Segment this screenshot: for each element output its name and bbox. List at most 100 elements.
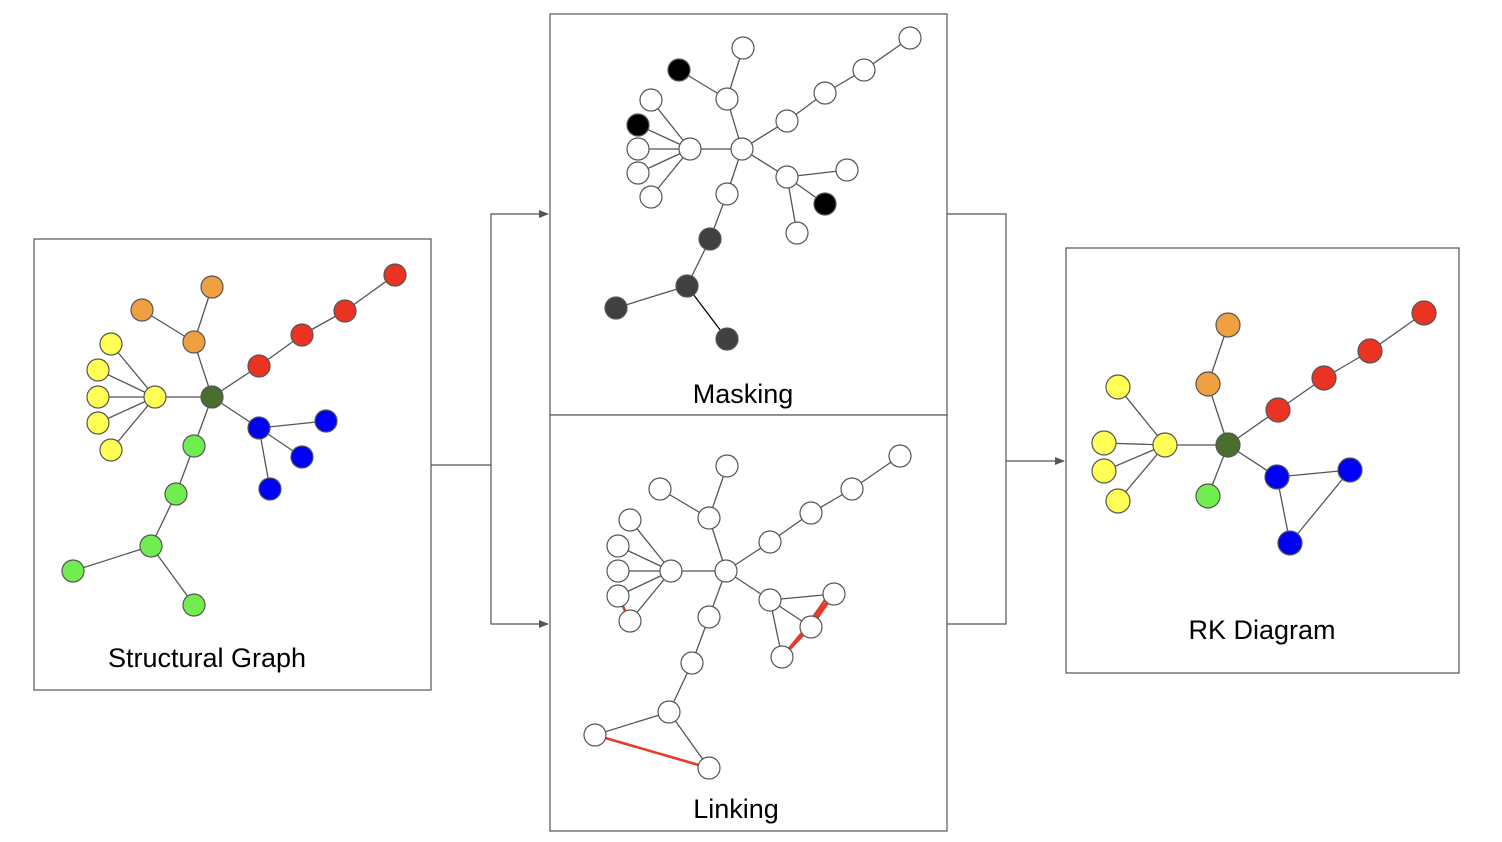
- structural-node-r3: [333, 299, 357, 323]
- structural-node-r1: [247, 354, 271, 378]
- rk-node-b1: [1264, 464, 1290, 490]
- structural-node-center: [200, 385, 224, 409]
- structural-node-b3: [258, 477, 282, 501]
- linking-node-y2: [606, 534, 630, 558]
- structural-node-g4: [61, 559, 85, 583]
- rk-diagram-panel: [1065, 247, 1460, 674]
- structural-node-o1: [130, 298, 154, 322]
- connector-split: [431, 210, 549, 628]
- linking-node-oh: [697, 506, 721, 530]
- rk-node-r4: [1411, 300, 1437, 326]
- structural-node-y4: [86, 411, 110, 435]
- linking-node-y4: [606, 584, 630, 608]
- masking-node-o2: [731, 36, 755, 60]
- linking-panel: [549, 414, 948, 832]
- structural-graph: [61, 263, 407, 617]
- rk-node-c: [1215, 432, 1241, 458]
- connector-merge: [947, 213, 1065, 625]
- structural-node-g3: [139, 534, 163, 558]
- structural-node-r2: [290, 323, 314, 347]
- masking-node-y4: [626, 161, 650, 185]
- masking-node-g4: [604, 296, 628, 320]
- structural-edge: [72, 545, 152, 572]
- masking-node-b3: [785, 221, 809, 245]
- rk-diagram-label: RK Diagram: [1188, 615, 1335, 645]
- masking-label: Masking: [693, 379, 794, 409]
- masking-node-g3: [675, 274, 699, 298]
- linking-graph: [583, 444, 912, 780]
- structural-node-yhub: [143, 385, 167, 409]
- masking-node-oh: [715, 87, 739, 111]
- masking-panel: [549, 13, 948, 416]
- linking-node-y1: [618, 508, 642, 532]
- linking-node-o2: [715, 454, 739, 478]
- linking-node-c: [714, 559, 738, 583]
- linking-node-g5: [697, 756, 721, 780]
- masking-node-y5: [639, 185, 663, 209]
- rk-node-r3: [1357, 338, 1383, 364]
- linking-node-g4: [583, 723, 607, 747]
- rk-node-b3: [1277, 530, 1303, 556]
- rk-node-r2: [1311, 365, 1337, 391]
- rk-node-oh: [1195, 371, 1221, 397]
- masking-graph: [604, 26, 922, 351]
- masking-node-bh: [775, 165, 799, 189]
- linking-node-y3: [606, 559, 630, 583]
- rk-node-y4: [1105, 488, 1131, 514]
- masking-node-r3: [852, 58, 876, 82]
- linking-label: Linking: [693, 794, 779, 824]
- rk-diagram-graph: [1091, 300, 1437, 556]
- linking-node-o1: [648, 477, 672, 501]
- linking-node-r3: [840, 477, 864, 501]
- masking-node-r2: [813, 81, 837, 105]
- linking-added-edge: [594, 733, 710, 770]
- masking-node-y1: [639, 88, 663, 112]
- structural-graph-label: Structural Graph: [108, 643, 306, 673]
- rk-node-o1: [1215, 312, 1241, 338]
- structural-edge: [150, 545, 195, 606]
- structural-node-y2: [86, 358, 110, 382]
- rk-node-b2: [1337, 457, 1363, 483]
- masking-node-y3: [626, 137, 650, 161]
- structural-node-y1: [99, 332, 123, 356]
- linking-node-b3: [770, 645, 794, 669]
- structural-node-y3: [86, 385, 110, 409]
- linking-node-g3: [657, 700, 681, 724]
- linking-node-bh: [758, 588, 782, 612]
- structural-node-ohub: [182, 330, 206, 354]
- structural-node-bhub: [247, 416, 271, 440]
- masking-node-g5: [715, 327, 739, 351]
- masking-node-r4: [898, 26, 922, 50]
- linking-edge: [594, 711, 670, 736]
- masking-node-g1: [715, 182, 739, 206]
- linking-node-b1: [822, 582, 846, 606]
- masking-node-b1: [835, 158, 859, 182]
- structural-node-g5: [182, 593, 206, 617]
- structural-node-b1: [314, 409, 338, 433]
- rk-node-r1: [1265, 397, 1291, 423]
- linking-node-b2: [799, 615, 823, 639]
- linking-node-r1: [758, 530, 782, 554]
- masking-node-c: [730, 137, 754, 161]
- structural-node-y5: [99, 438, 123, 462]
- structural-node-g2: [164, 482, 188, 506]
- masking-node-g2: [698, 227, 722, 251]
- masking-node-y2: [626, 113, 650, 137]
- rk-node-y3: [1091, 458, 1117, 484]
- rk-edge: [1289, 469, 1351, 544]
- structural-node-o2: [200, 275, 224, 299]
- rk-node-y2: [1091, 430, 1117, 456]
- rk-node-y1: [1105, 374, 1131, 400]
- linking-node-r2: [799, 501, 823, 525]
- linking-node-r4: [888, 444, 912, 468]
- rk-node-yh: [1152, 432, 1178, 458]
- masking-node-b2: [813, 192, 837, 216]
- linking-node-g2: [680, 651, 704, 675]
- masking-node-o1: [667, 58, 691, 82]
- structural-node-b2: [290, 445, 314, 469]
- masking-edge: [615, 285, 688, 309]
- structural-node-g1: [182, 434, 206, 458]
- masking-node-yh: [678, 137, 702, 161]
- structural-graph-panel: [33, 238, 432, 691]
